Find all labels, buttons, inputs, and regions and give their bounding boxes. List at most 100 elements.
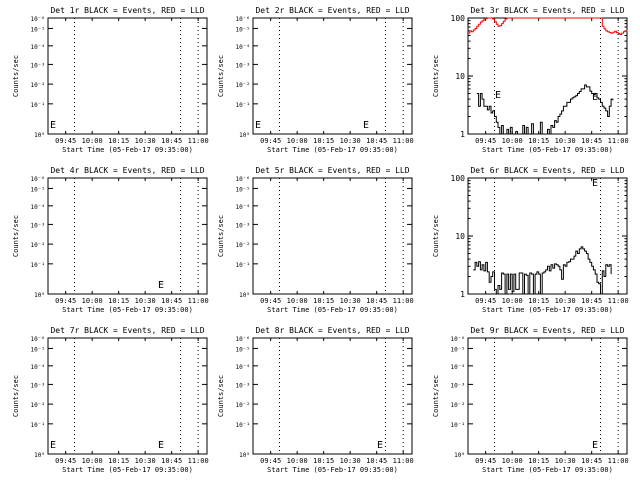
panel-title: Det 7r BLACK = Events, RED = LLD [50, 326, 204, 335]
x-tick-label: 11:00 [393, 137, 414, 145]
flag-marker: E [50, 440, 56, 451]
y-tick-label: 10⁻¹ [236, 422, 250, 429]
y-tick-label: 10⁻⁵ [31, 346, 45, 353]
y-tick-label: 10⁻⁴ [236, 204, 250, 211]
y-tick-label: 10⁻³ [31, 382, 45, 389]
x-tick-label: 11:00 [188, 297, 209, 305]
x-tick-label: 10:30 [555, 297, 576, 305]
flag-marker: E [495, 90, 501, 101]
x-tick-label: 10:30 [555, 137, 576, 145]
x-tick-label: 10:30 [135, 457, 156, 465]
y-tick-label: 10⁻⁴ [31, 44, 45, 51]
y-tick-label: 10 [455, 232, 465, 241]
x-tick-label: 10:15 [108, 137, 129, 145]
panel-title: Det 6r BLACK = Events, RED = LLD [470, 166, 624, 175]
y-axis-label: Counts/sec [217, 55, 225, 97]
y-tick-label: 10⁻⁵ [236, 346, 250, 353]
y-tick-label: 10⁻² [236, 402, 250, 409]
y-tick-label: 10⁻⁵ [451, 346, 465, 353]
x-tick-label: 10:45 [581, 137, 602, 145]
detector-panel-6: Det 6r BLACK = Events, RED = LLD 09:45 10:… [432, 166, 629, 314]
panel-title: Det 3r BLACK = Events, RED = LLD [470, 6, 624, 15]
plot-frame [47, 177, 208, 295]
panel-title: Det 1r BLACK = Events, RED = LLD [50, 6, 204, 15]
x-tick-label: 09:45 [260, 457, 281, 465]
x-tick-label: 11:00 [393, 457, 414, 465]
detector-panel-2: Det 2r BLACK = Events, RED = LLD 09:45 10:… [217, 6, 414, 154]
x-tick-label: 09:45 [475, 457, 496, 465]
panel-title: Det 9r BLACK = Events, RED = LLD [470, 326, 624, 335]
detector-panel-3: Det 3r BLACK = Events, RED = LLD 09:45 10:… [432, 6, 629, 154]
panel-title: Det 5r BLACK = Events, RED = LLD [255, 166, 409, 175]
plot-frame [252, 17, 413, 135]
y-tick-label: 100 [451, 14, 466, 23]
y-tick-label: 1 [460, 130, 465, 139]
detector-panel-8: Det 8r BLACK = Events, RED = LLD 09:45 10:… [217, 326, 414, 474]
flag-marker: E [158, 440, 164, 451]
x-tick-label: 11:00 [188, 457, 209, 465]
x-tick-label: 10:45 [366, 457, 387, 465]
lld-series-line [468, 17, 628, 35]
x-axis-label: Start Time (05-Feb-17 09:35:00) [62, 146, 193, 154]
events-series-line [473, 246, 612, 295]
detector-panel-5: Det 5r BLACK = Events, RED = LLD 09:45 10:… [217, 166, 414, 314]
y-tick-label: 10⁻⁶ [31, 16, 45, 23]
y-tick-label: 10⁻³ [236, 382, 250, 389]
x-axis-label: Start Time (05-Feb-17 09:35:00) [267, 466, 398, 474]
x-tick-label: 10:45 [161, 297, 182, 305]
x-tick-label: 10:00 [502, 457, 523, 465]
flag-marker: E [592, 440, 598, 451]
x-tick-label: 10:45 [581, 457, 602, 465]
x-axis-label: Start Time (05-Feb-17 09:35:00) [267, 306, 398, 314]
y-tick-label: 10⁻¹ [31, 102, 45, 109]
x-tick-label: 10:30 [555, 457, 576, 465]
y-tick-label: 10⁻⁶ [236, 176, 250, 183]
y-axis-label: Counts/sec [432, 215, 440, 257]
x-tick-label: 10:15 [528, 297, 549, 305]
y-tick-label: 10⁻⁵ [236, 26, 250, 33]
panel-title: Det 8r BLACK = Events, RED = LLD [255, 326, 409, 335]
flag-marker: E [158, 280, 164, 291]
x-tick-label: 10:30 [340, 297, 361, 305]
flag-marker: E [592, 92, 598, 103]
x-tick-label: 10:45 [161, 137, 182, 145]
x-tick-label: 10:30 [340, 457, 361, 465]
x-tick-label: 10:15 [528, 137, 549, 145]
flag-marker: E [50, 120, 56, 131]
x-tick-label: 10:15 [313, 297, 334, 305]
x-tick-label: 09:45 [55, 457, 76, 465]
y-axis-label: Counts/sec [217, 215, 225, 257]
y-tick-label: 10⁻² [236, 242, 250, 249]
y-tick-label: 10⁻¹ [31, 262, 45, 269]
flag-marker: E [592, 178, 598, 189]
flag-marker: E [363, 120, 369, 131]
y-tick-label: 10⁻⁵ [236, 186, 250, 193]
x-tick-label: 10:00 [287, 297, 308, 305]
x-tick-label: 10:00 [502, 137, 523, 145]
x-tick-label: 10:15 [528, 457, 549, 465]
x-tick-label: 10:00 [82, 297, 103, 305]
x-tick-label: 11:00 [188, 137, 209, 145]
x-tick-label: 10:30 [135, 137, 156, 145]
detector-panel-4: Det 4r BLACK = Events, RED = LLD 09:45 10:… [12, 166, 209, 314]
y-tick-label: 10⁻² [31, 82, 45, 89]
x-tick-label: 09:45 [260, 137, 281, 145]
x-tick-label: 09:45 [55, 137, 76, 145]
y-tick-label: 10 [455, 72, 465, 81]
x-axis-label: Start Time (05-Feb-17 09:35:00) [482, 306, 613, 314]
y-tick-label: 10⁻⁴ [236, 44, 250, 51]
plot-frame [252, 337, 413, 455]
y-tick-label: 10⁻⁴ [31, 364, 45, 371]
x-tick-label: 10:00 [502, 297, 523, 305]
y-tick-label: 10⁻⁶ [31, 336, 45, 343]
y-tick-label: 10⁻¹ [31, 422, 45, 429]
y-axis-label: Counts/sec [12, 55, 20, 97]
y-tick-label: 10⁻⁶ [236, 336, 250, 343]
x-axis-label: Start Time (05-Feb-17 09:35:00) [62, 306, 193, 314]
x-tick-label: 09:45 [475, 137, 496, 145]
y-tick-label: 100 [451, 174, 466, 183]
flag-marker: E [377, 440, 383, 451]
y-tick-label: 10⁰ [454, 452, 465, 459]
y-tick-label: 10⁰ [239, 292, 250, 299]
